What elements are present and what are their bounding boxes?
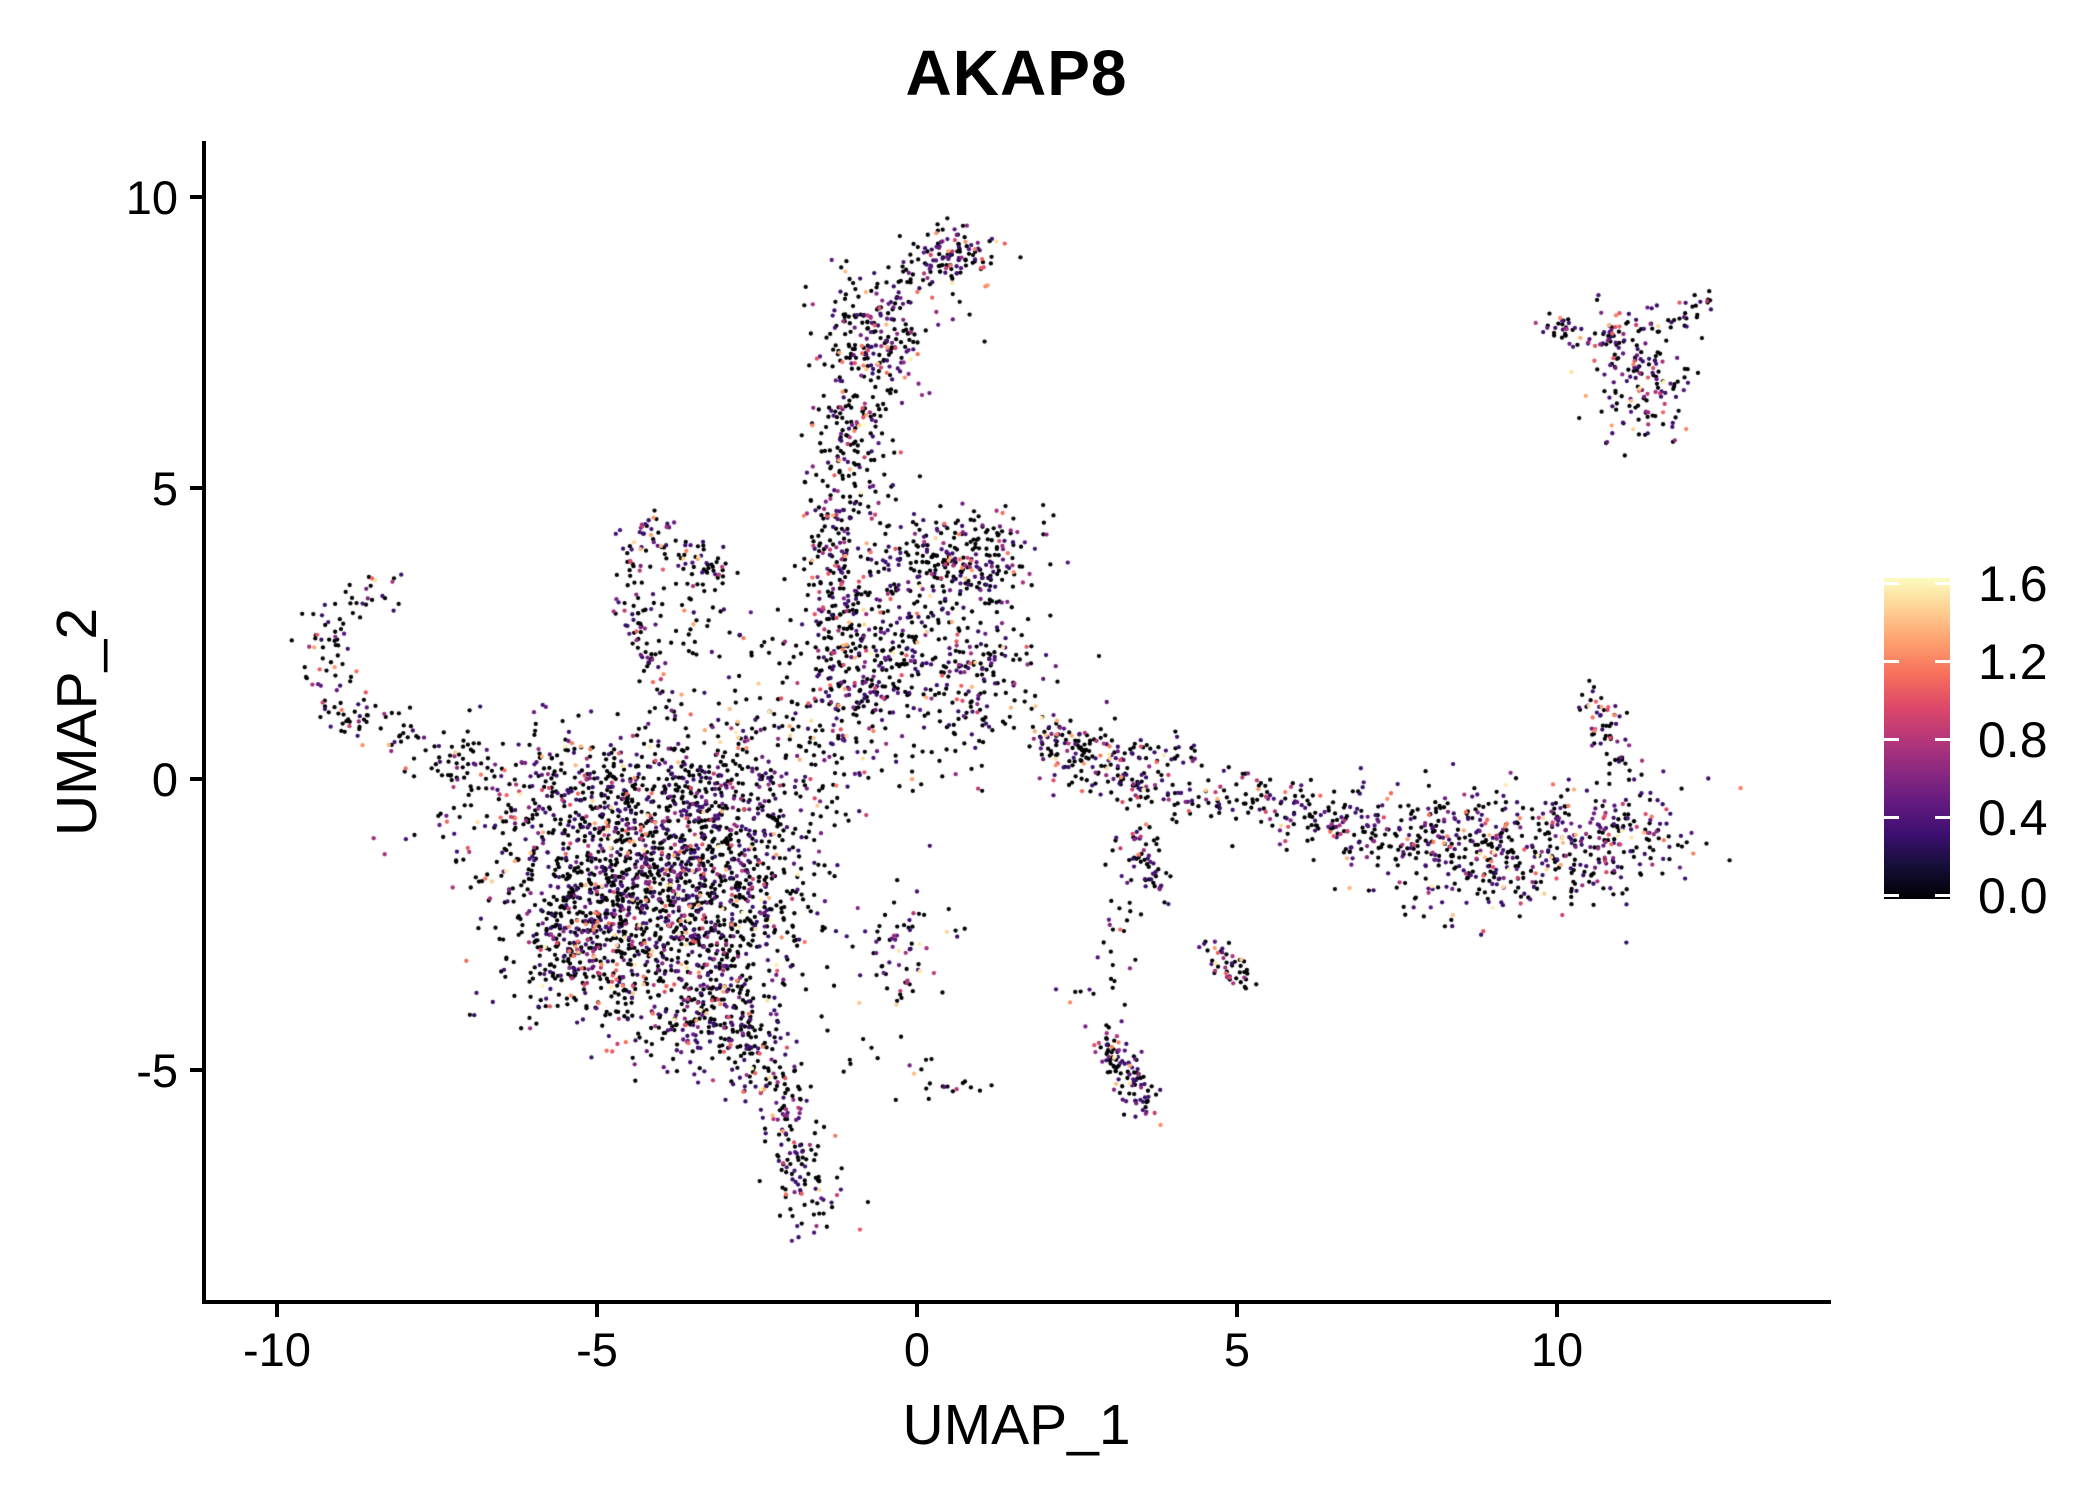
y-tick-label: -5 (136, 1044, 178, 1097)
y-axis-line (202, 141, 206, 1304)
y-tick-mark (190, 777, 203, 781)
x-tick-mark (1555, 1304, 1559, 1317)
y-tick-label: 0 (151, 753, 178, 806)
colorbar-tick-left (1884, 738, 1899, 741)
y-tick-mark (190, 486, 203, 490)
y-tick-label: 5 (151, 462, 178, 515)
colorbar-tick-right (1935, 660, 1950, 663)
colorbar-tick-right (1935, 894, 1950, 897)
x-tick-mark (275, 1304, 279, 1317)
colorbar-tick-left (1884, 816, 1899, 819)
y-tick-label: 10 (125, 171, 178, 224)
x-tick-mark (915, 1304, 919, 1317)
y-tick-mark (190, 195, 203, 199)
colorbar-tick-left (1884, 660, 1899, 663)
x-tick-mark (1235, 1304, 1239, 1317)
x-tick-label: -5 (576, 1323, 618, 1376)
colorbar-tick-label: 0.0 (1978, 868, 2048, 924)
colorbar-tick-label: 1.2 (1978, 634, 2048, 690)
y-tick-mark (190, 1068, 203, 1072)
colorbar-tick-label: 1.6 (1978, 556, 2048, 612)
x-axis-line (202, 1300, 1831, 1304)
colorbar-tick-right (1935, 582, 1950, 585)
colorbar-tick-left (1884, 582, 1899, 585)
colorbar-tick-label: 0.4 (1978, 790, 2048, 846)
colorbar-tick-right (1935, 738, 1950, 741)
x-axis-title: UMAP_1 (902, 1393, 1131, 1457)
colorbar-tick-label: 0.8 (1978, 712, 2048, 768)
x-tick-label: 10 (1530, 1323, 1584, 1376)
x-tick-label: -10 (243, 1323, 311, 1376)
colorbar-tick-right (1935, 816, 1950, 819)
plot-title: AKAP8 (905, 37, 1128, 109)
y-axis-title: UMAP_2 (45, 607, 109, 837)
x-tick-label: 5 (1223, 1323, 1251, 1376)
x-tick-mark (595, 1304, 599, 1317)
x-tick-label: 0 (903, 1323, 931, 1376)
colorbar-tick-left (1884, 894, 1899, 897)
